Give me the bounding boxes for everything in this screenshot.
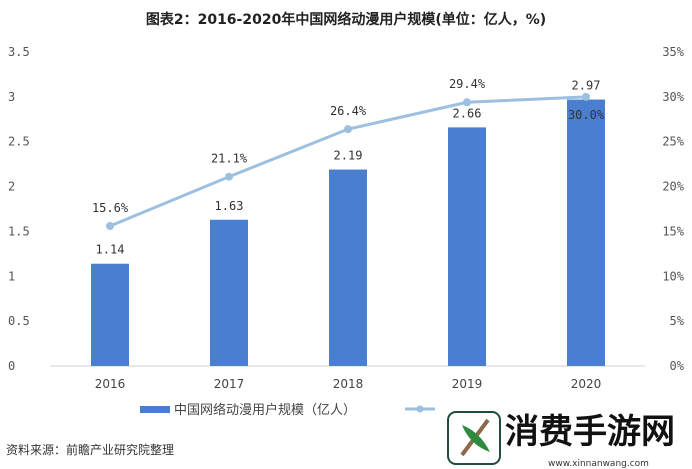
chart-title: 图表2：2016-2020年中国网络动漫用户规模(单位：亿人，%) (146, 11, 546, 28)
right-tick-label: 30% (662, 90, 684, 104)
bar-value-label: 2.97 (572, 79, 601, 93)
right-tick-label: 0% (670, 359, 685, 373)
rate-value-label: 15.6% (92, 201, 129, 215)
bar-value-label: 2.19 (334, 149, 363, 163)
left-tick-label: 0 (8, 359, 15, 373)
rate-point (225, 172, 233, 181)
bar (210, 219, 248, 366)
bar (329, 169, 367, 366)
rate-point (463, 98, 471, 107)
x-tick-label: 2018 (333, 377, 364, 391)
bar (448, 127, 486, 366)
rate-value-label: 29.4% (449, 77, 486, 91)
source-note: 资料来源：前瞻产业研究院整理 (6, 442, 174, 457)
bar (567, 99, 605, 366)
right-tick-label: 5% (670, 314, 685, 328)
watermark-logo: 消费手游网 www.xinnanwang.com (447, 411, 675, 469)
watermark-url: www.xinnanwang.com (548, 459, 649, 469)
legend-line-marker (416, 405, 424, 413)
left-tick-label: 1.5 (8, 224, 30, 238)
rate-line: 15.6% 21.1% 26.4% 29.4% 30.0% (92, 77, 605, 231)
x-tick-label: 2016 (95, 377, 126, 391)
x-tick-label: 2020 (571, 377, 602, 391)
right-tick-label: 25% (662, 135, 684, 149)
right-tick-label: 20% (662, 180, 684, 194)
bar-value-label: 1.63 (215, 199, 244, 213)
left-axis-ticks: 0 0.5 1 1.5 2 2.5 3 3.5 (8, 45, 30, 373)
bar-value-label: 2.66 (453, 106, 482, 120)
right-tick-label: 35% (662, 45, 684, 59)
bar-value-label: 1.14 (96, 243, 125, 257)
right-tick-label: 15% (662, 224, 684, 238)
left-tick-label: 3 (8, 90, 15, 104)
legend-bar-swatch (140, 406, 170, 413)
watermark-name: 消费手游网 (505, 412, 675, 452)
rate-point (582, 92, 590, 101)
rate-value-label: 30.0% (568, 108, 605, 122)
x-tick-label: 2019 (452, 377, 483, 391)
x-axis-ticks: 2016 2017 2018 2019 2020 (95, 377, 602, 391)
left-tick-label: 2.5 (8, 135, 30, 149)
bars: 1.14 1.63 2.19 2.66 2.97 (91, 79, 605, 366)
right-axis-ticks: 0% 5% 10% 15% 20% 25% 30% 35% (662, 45, 684, 373)
rate-value-label: 21.1% (211, 152, 248, 166)
rate-point (106, 222, 114, 231)
legend: 中国网络动漫用户规模（亿人） (140, 402, 435, 418)
x-tick-label: 2017 (214, 377, 245, 391)
rate-point (344, 125, 352, 134)
legend-bar-label: 中国网络动漫用户规模（亿人） (174, 402, 356, 418)
bar (91, 263, 129, 366)
left-tick-label: 1 (8, 269, 15, 283)
left-tick-label: 0.5 (8, 314, 30, 328)
left-tick-label: 3.5 (8, 45, 30, 59)
right-tick-label: 10% (662, 269, 684, 283)
left-tick-label: 2 (8, 180, 15, 194)
rate-value-label: 26.4% (330, 104, 367, 118)
